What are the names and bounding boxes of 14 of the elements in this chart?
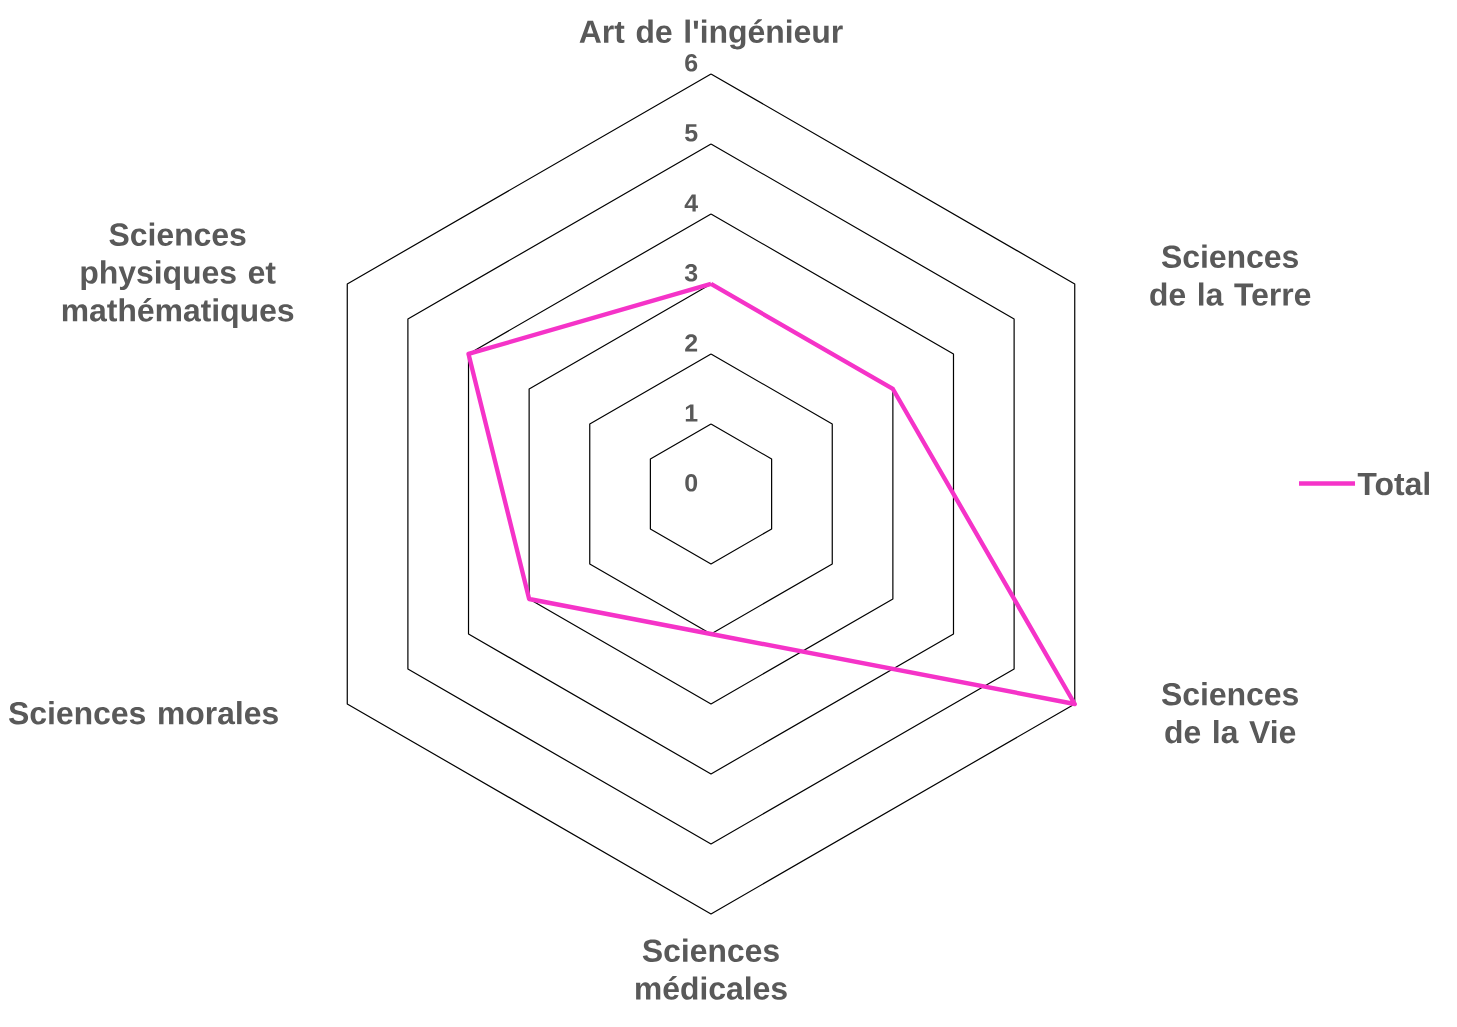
legend-label: Total	[1357, 471, 1429, 496]
spoke-label: Sciences de la Vie	[1161, 682, 1298, 744]
y-tick-label: 2	[685, 334, 698, 352]
spoke-label: Sciences physiques et mathématiques	[62, 222, 294, 328]
y-tick-label: 0	[685, 473, 698, 492]
y-tick-label: 5	[685, 124, 698, 142]
y-tick-label: 6	[685, 53, 698, 72]
y-tick-label: 4	[684, 194, 698, 212]
spoke-label: Sciences de la Terre	[1150, 244, 1311, 306]
y-tick-label: 1	[685, 404, 698, 422]
spoke-label: Art de l'ingénieur	[579, 19, 843, 50]
spoke-label: Sciences morales	[8, 701, 278, 725]
spoke-label: Sciences médicales	[636, 938, 787, 1000]
y-tick-label: 3	[684, 263, 698, 282]
